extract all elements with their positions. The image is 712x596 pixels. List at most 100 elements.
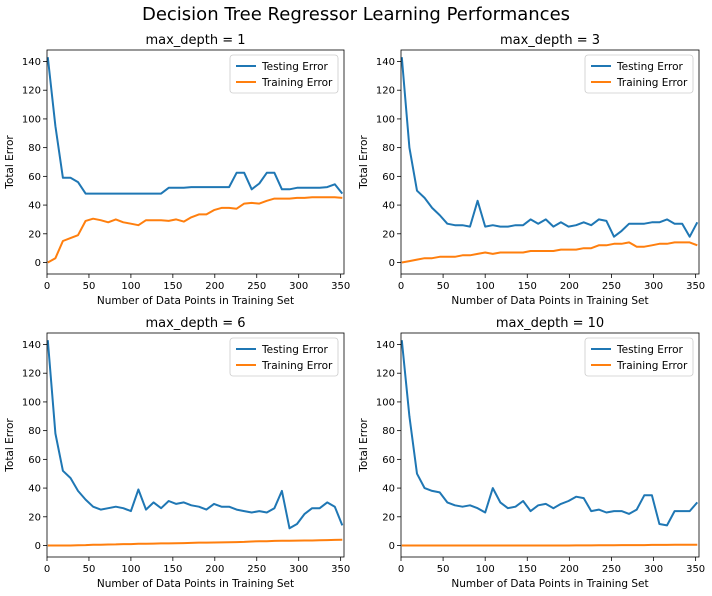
x-tick-label: 250: [602, 564, 621, 575]
x-axis-label: Number of Data Points in Training Set: [97, 295, 294, 307]
x-tick-label: 50: [437, 281, 450, 292]
series-line-testing: [400, 340, 699, 527]
x-tick-label: 150: [163, 564, 182, 575]
y-tick-label: 140: [22, 340, 41, 351]
legend: Testing Error Training Error: [584, 54, 694, 94]
y-tick-label: 60: [28, 172, 41, 183]
x-tick-label: 100: [121, 564, 140, 575]
legend-box: [584, 54, 694, 94]
subplot-title: max_depth = 10: [496, 316, 604, 331]
series-line-testing: [46, 57, 344, 195]
y-axis-label: Total Error: [4, 135, 16, 190]
y-tick-label: 60: [28, 455, 41, 466]
x-tick-label: 50: [83, 564, 96, 575]
y-tick-label: 60: [382, 455, 395, 466]
y-tick-label: 120: [376, 369, 395, 380]
y-tick-label: 0: [35, 258, 41, 269]
axes-frame: [46, 49, 345, 275]
x-tick-label: 0: [44, 564, 50, 575]
x-tick-label: 150: [518, 281, 537, 292]
y-tick-label: 140: [22, 57, 41, 68]
axes-frame: [46, 332, 345, 558]
x-tick-label: 0: [44, 281, 50, 292]
legend-label: Testing Error: [616, 344, 684, 356]
series-line-training: [47, 538, 343, 547]
y-tick-label: 40: [28, 201, 41, 212]
x-tick-label: 0: [398, 564, 404, 575]
legend-label: Training Error: [261, 360, 333, 372]
legend-label: Testing Error: [261, 344, 329, 356]
x-tick-label: 0: [398, 281, 404, 292]
series-line-training: [401, 543, 698, 547]
legend-label: Training Error: [261, 77, 333, 89]
y-tick-label: 20: [28, 512, 41, 523]
y-tick-label: 0: [389, 258, 395, 269]
subplot-4: max_depth = 10 0 50 100 150 200 250 300 350 0 20 40…: [358, 316, 705, 590]
y-tick-label: 120: [22, 86, 41, 97]
x-tick-label: 200: [560, 564, 579, 575]
x-axis-label: Number of Data Points in Training Set: [451, 295, 648, 307]
y-tick-label: 40: [382, 484, 395, 495]
x-tick-label: 200: [205, 564, 224, 575]
subplot-title: max_depth = 6: [145, 316, 245, 331]
y-tick-label: 60: [382, 172, 395, 183]
legend-label: Testing Error: [261, 61, 329, 73]
legend-box: [584, 337, 694, 377]
x-tick-label: 300: [289, 281, 308, 292]
y-tick-label: 100: [376, 397, 395, 408]
y-tick-label: 120: [22, 369, 41, 380]
x-tick-label: 100: [476, 564, 495, 575]
x-axis-label: Number of Data Points in Training Set: [97, 578, 294, 590]
legend-label: Training Error: [616, 77, 688, 89]
figure-title: Decision Tree Regressor Learning Perform…: [141, 4, 571, 25]
subplot-2: max_depth = 3 0 50 100 150 200 250 300 350 0 20 40 6…: [358, 33, 705, 307]
x-tick-label: 300: [289, 564, 308, 575]
series-line-testing: [46, 340, 344, 530]
series-line-training: [47, 196, 343, 264]
x-tick-label: 350: [331, 564, 350, 575]
y-axis-label: Total Error: [358, 418, 370, 473]
subplot-3: max_depth = 6 0 50 100 150 200 250 300 350 0 20 40 6…: [4, 316, 350, 590]
x-tick-label: 150: [518, 564, 537, 575]
legend: Testing Error Training Error: [584, 337, 694, 377]
y-tick-label: 40: [382, 201, 395, 212]
legend: Testing Error Training Error: [229, 54, 339, 94]
y-tick-label: 20: [28, 229, 41, 240]
y-tick-label: 80: [382, 143, 395, 154]
x-tick-label: 100: [121, 281, 140, 292]
y-tick-label: 100: [22, 114, 41, 125]
subplot-title: max_depth = 3: [500, 33, 600, 48]
y-tick-label: 80: [28, 426, 41, 437]
y-tick-label: 40: [28, 484, 41, 495]
y-tick-label: 0: [35, 541, 41, 552]
x-tick-label: 50: [83, 281, 96, 292]
y-axis-label: Total Error: [358, 135, 370, 190]
y-tick-label: 80: [28, 143, 41, 154]
x-tick-label: 350: [686, 564, 705, 575]
x-tick-label: 50: [437, 564, 450, 575]
x-tick-label: 250: [247, 564, 266, 575]
x-tick-label: 350: [331, 281, 350, 292]
x-tick-label: 350: [686, 281, 705, 292]
x-tick-label: 300: [644, 281, 663, 292]
legend-box: [229, 54, 339, 94]
axes-frame: [400, 49, 700, 275]
y-tick-label: 0: [389, 541, 395, 552]
x-tick-label: 300: [644, 564, 663, 575]
y-tick-label: 80: [382, 426, 395, 437]
x-tick-label: 250: [247, 281, 266, 292]
y-tick-label: 20: [382, 229, 395, 240]
y-tick-label: 140: [376, 340, 395, 351]
x-tick-label: 250: [602, 281, 621, 292]
x-tick-label: 100: [476, 281, 495, 292]
series-line-training: [401, 241, 698, 264]
axes-frame: [400, 332, 700, 558]
legend: Testing Error Training Error: [229, 337, 339, 377]
x-axis-label: Number of Data Points in Training Set: [451, 578, 648, 590]
y-tick-label: 140: [376, 57, 395, 68]
y-tick-label: 20: [382, 512, 395, 523]
y-tick-label: 100: [376, 114, 395, 125]
legend-box: [229, 337, 339, 377]
